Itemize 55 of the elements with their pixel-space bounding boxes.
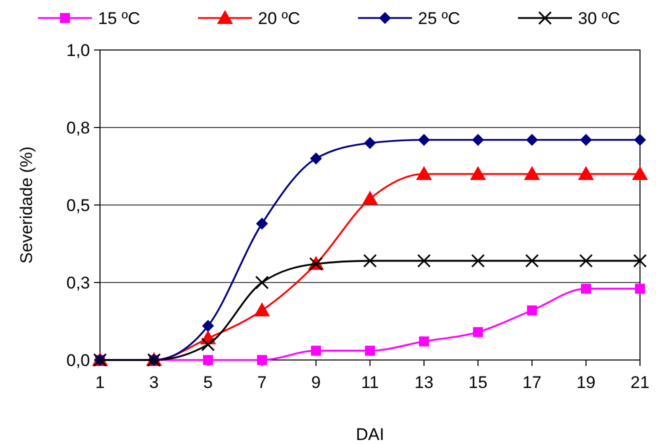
- x-tick-label: 13: [414, 373, 434, 392]
- point: [202, 320, 214, 332]
- x-tick-label: 3: [149, 373, 159, 392]
- y-tick-label: 0,5: [66, 196, 90, 215]
- point: [417, 254, 431, 268]
- y-tick-label: 1,0: [66, 40, 90, 60]
- y-tick-label: 0,3: [66, 273, 90, 292]
- point: [634, 134, 646, 146]
- point: [365, 346, 375, 356]
- point: [525, 254, 539, 268]
- point: [311, 346, 321, 356]
- point: [578, 166, 594, 180]
- x-tick-label: 7: [257, 373, 267, 392]
- y-axis-title: Severidade (%): [17, 146, 36, 264]
- point: [472, 134, 484, 146]
- point: [201, 338, 215, 352]
- point: [635, 284, 645, 294]
- x-axis-title: DAI: [356, 425, 384, 444]
- point: [470, 166, 486, 180]
- point: [526, 134, 538, 146]
- point: [418, 134, 430, 146]
- x-tick-label: 11: [361, 373, 379, 392]
- point: [633, 254, 647, 268]
- x-tick-label: 17: [522, 373, 542, 392]
- point: [632, 166, 648, 180]
- point: [416, 166, 432, 180]
- x-tick-label: 1: [95, 373, 105, 392]
- legend-label: 15 ºC: [98, 8, 140, 28]
- x-tick-label: 21: [630, 373, 650, 392]
- point: [527, 305, 537, 316]
- point: [363, 254, 377, 268]
- point: [364, 137, 376, 149]
- x-tick-label: 15: [468, 373, 488, 392]
- point: [473, 327, 483, 338]
- point: [256, 218, 268, 230]
- point: [257, 355, 267, 365]
- y-tick-label: 0,8: [66, 118, 90, 138]
- point: [580, 134, 592, 146]
- point: [419, 336, 429, 346]
- point: [579, 254, 593, 268]
- point: [310, 152, 322, 164]
- point: [362, 190, 378, 205]
- x-tick-label: 5: [203, 373, 213, 392]
- point: [203, 355, 213, 365]
- x-tick-label: 19: [576, 373, 596, 392]
- point: [254, 302, 270, 316]
- point: [524, 166, 540, 180]
- point: [255, 276, 269, 290]
- point: [471, 254, 485, 268]
- legend-label: 30 ºC: [578, 8, 620, 28]
- legend-label: 20 ºC: [258, 8, 300, 28]
- x-tick-label: 9: [311, 373, 321, 392]
- point: [581, 284, 591, 294]
- y-tick-label: 0,0: [66, 350, 90, 370]
- legend-label: 25 ºC: [418, 8, 460, 28]
